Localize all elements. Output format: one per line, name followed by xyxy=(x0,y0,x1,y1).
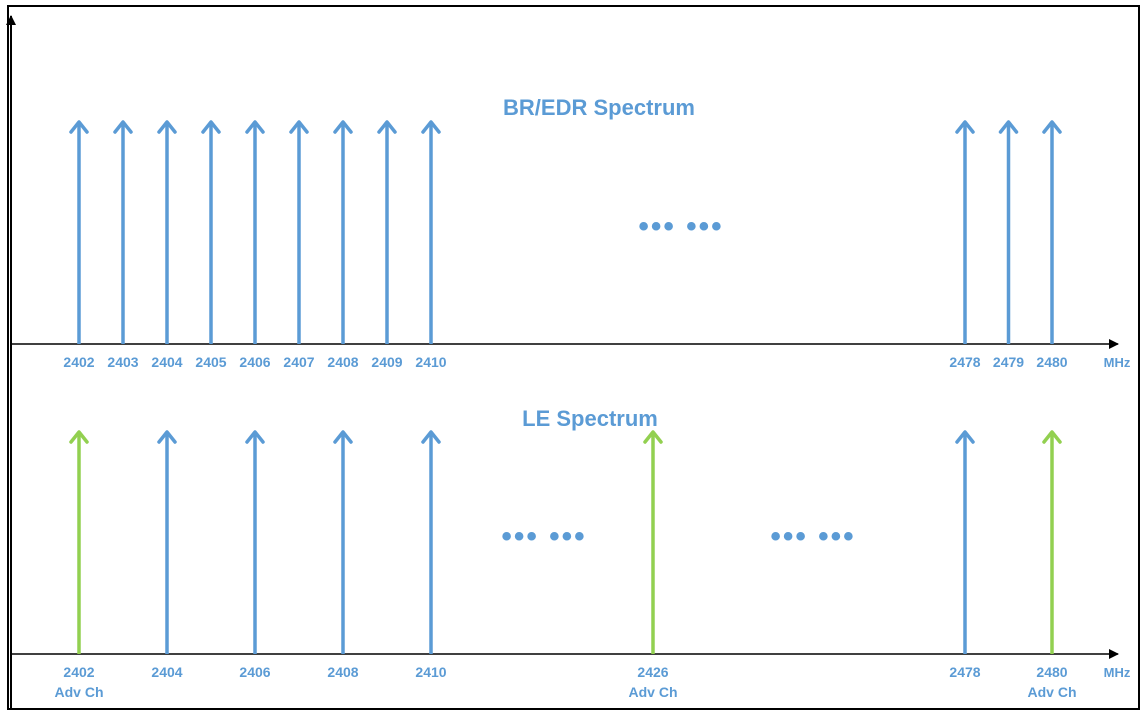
le-channel-label-2402: 2402 xyxy=(63,664,94,680)
le-channel-arrow-2406 xyxy=(245,430,265,654)
br-edr-channel-arrow-2404 xyxy=(157,120,177,344)
br-edr-channel-arrow-2409 xyxy=(377,120,397,344)
le-channel-arrow-2408 xyxy=(333,430,353,654)
le-adv-channel-sublabel-2402: Adv Ch xyxy=(55,684,104,700)
br-edr-channel-label-2409: 2409 xyxy=(371,354,402,370)
br-edr-channel-label-2410: 2410 xyxy=(415,354,446,370)
le-channel-label-2410: 2410 xyxy=(415,664,446,680)
br-edr-channel-label-2480: 2480 xyxy=(1036,354,1067,370)
le-channel-arrow-2404 xyxy=(157,430,177,654)
le-channel-arrow-2478 xyxy=(955,430,975,654)
br-edr-channel-arrows xyxy=(69,120,1062,344)
br-edr-panel: BR/EDR Spectrum 2402 2403 2404 2405 2406 2407… xyxy=(12,95,1131,370)
le-channel-arrow-2410 xyxy=(421,430,441,654)
br-edr-unit-label: MHz xyxy=(1104,355,1131,370)
le-adv-channel-sublabel-2426: Adv Ch xyxy=(629,684,678,700)
br-edr-channel-label-2408: 2408 xyxy=(327,354,358,370)
br-edr-channel-arrow-2407 xyxy=(289,120,309,344)
br-edr-channel-arrow-2480 xyxy=(1042,120,1062,344)
br-edr-ellipsis: ••• ••• xyxy=(638,210,723,243)
br-edr-channel-arrow-2478 xyxy=(955,120,975,344)
le-channel-arrows xyxy=(69,430,1062,654)
le-channel-label-2480: 2480 xyxy=(1036,664,1067,680)
le-unit-label: MHz xyxy=(1104,665,1131,680)
le-ellipsis-2: ••• ••• xyxy=(770,520,855,553)
br-edr-channel-label-2402: 2402 xyxy=(63,354,94,370)
le-ellipsis-1: ••• ••• xyxy=(501,520,586,553)
le-adv-channel-arrow-2426 xyxy=(643,430,663,654)
br-edr-channel-label-2403: 2403 xyxy=(107,354,138,370)
br-edr-channel-arrow-2410 xyxy=(421,120,441,344)
br-edr-title: BR/EDR Spectrum xyxy=(503,95,695,120)
le-title: LE Spectrum xyxy=(522,406,658,431)
le-adv-channel-arrow-2480 xyxy=(1042,430,1062,654)
frame-border xyxy=(7,5,1140,710)
le-channel-label-2408: 2408 xyxy=(327,664,358,680)
br-edr-channel-arrow-2402 xyxy=(69,120,89,344)
le-channel-label-2478: 2478 xyxy=(949,664,980,680)
br-edr-channel-label-2478: 2478 xyxy=(949,354,980,370)
le-channel-label-2404: 2404 xyxy=(151,664,182,680)
le-channel-labels: 2402 Adv Ch 2404 2406 2408 2410 2426 Adv Ch 2478… xyxy=(55,664,1077,700)
br-edr-channel-arrow-2406 xyxy=(245,120,265,344)
br-edr-channel-label-2404: 2404 xyxy=(151,354,182,370)
br-edr-channel-arrow-2408 xyxy=(333,120,353,344)
le-channel-label-2406: 2406 xyxy=(239,664,270,680)
le-adv-channel-sublabel-2480: Adv Ch xyxy=(1028,684,1077,700)
le-channel-label-2426: 2426 xyxy=(637,664,668,680)
br-edr-channel-arrow-2405 xyxy=(201,120,221,344)
le-adv-channel-arrow-2402 xyxy=(69,430,89,654)
br-edr-channel-label-2406: 2406 xyxy=(239,354,270,370)
br-edr-channel-label-2405: 2405 xyxy=(195,354,226,370)
br-edr-channel-arrow-2479 xyxy=(998,120,1019,344)
br-edr-channel-labels: 2402 2403 2404 2405 2406 2407 2408 2409 2410 2478… xyxy=(63,354,1067,370)
br-edr-channel-label-2479: 2479 xyxy=(993,354,1024,370)
br-edr-channel-label-2407: 2407 xyxy=(283,354,314,370)
br-edr-channel-arrow-2403 xyxy=(113,120,133,344)
